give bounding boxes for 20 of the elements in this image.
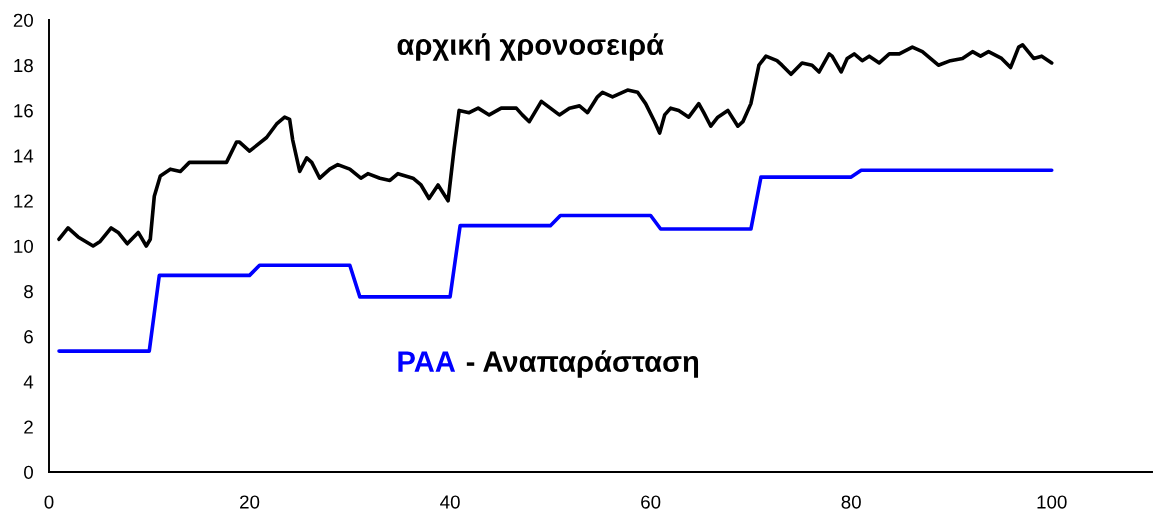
series-label: αρχική χρονοσειρά: [397, 33, 664, 61]
y-tick-label: 16: [14, 104, 33, 118]
y-tick-label: 0: [24, 465, 33, 479]
y-tick-label: 2: [24, 420, 33, 434]
x-tick-label: 40: [440, 495, 460, 509]
y-tick-label: 12: [14, 194, 33, 208]
x-tick-label: 100: [1037, 495, 1067, 509]
series-label: PAA: [398, 351, 456, 372]
y-tick-label: 18: [14, 58, 33, 73]
y-tick-label: 20: [13, 13, 33, 27]
x-tick-label: 80: [841, 495, 861, 509]
y-tick-label: 6: [24, 330, 33, 344]
x-tick-label: 0: [44, 495, 54, 509]
y-tick-label: 14: [14, 149, 34, 163]
annotation: - Αναπαράσταση: [466, 350, 699, 378]
y-tick-label: 10: [14, 239, 33, 253]
x-tick-label: 60: [641, 495, 661, 509]
y-tick-label: 4: [23, 375, 34, 389]
y-tick-label: 8: [24, 284, 33, 299]
x-tick-label: 20: [240, 495, 260, 509]
